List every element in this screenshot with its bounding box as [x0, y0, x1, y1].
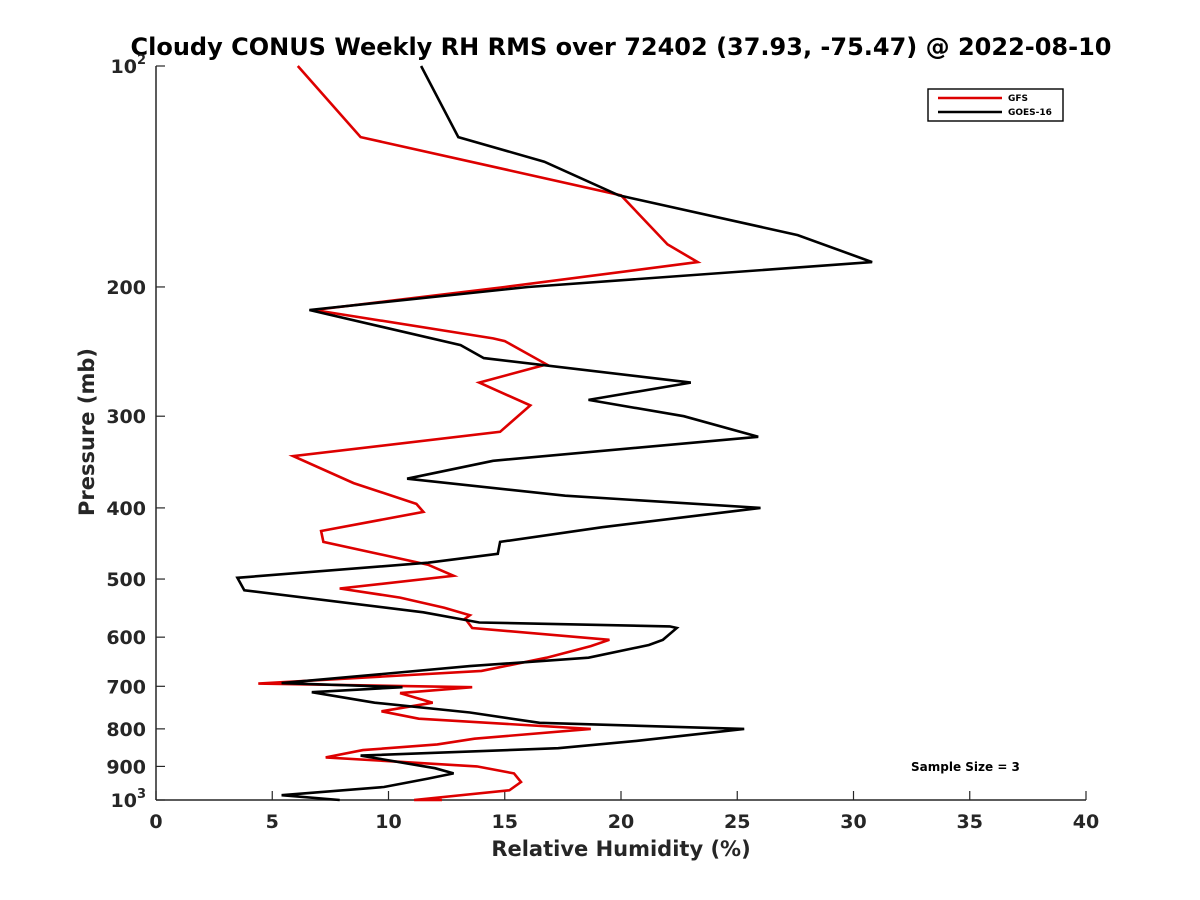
- y-tick-label: 900: [106, 756, 146, 778]
- y-tick-label: 800: [106, 719, 146, 741]
- series-line-goes-16: [235, 65, 873, 802]
- legend-box: [927, 88, 1064, 122]
- x-tick-label: 25: [724, 811, 750, 833]
- x-tick-label: 35: [957, 811, 983, 833]
- plot-area: 0 5 10 15 20 25 30 35 40 102 200 300 400 500 600 700 800…: [106, 53, 1099, 833]
- legend-entry-label: GFS: [1008, 94, 1028, 104]
- legend: GFS GOES-16: [927, 88, 1064, 122]
- x-axis-label: Relative Humidity (%): [491, 837, 750, 861]
- x-tick-label: 15: [492, 811, 518, 833]
- y-tick-label: 200: [106, 277, 146, 299]
- x-tick-label: 5: [266, 811, 279, 833]
- legend-entry-label: GOES-16: [1008, 108, 1052, 118]
- y-tick-label: 300: [106, 406, 146, 428]
- y-tick-label: 700: [106, 676, 146, 698]
- sample-size-annotation: Sample Size = 3: [911, 760, 1020, 774]
- y-axis-label: Pressure (mb): [75, 348, 99, 516]
- x-tick-label: 0: [149, 811, 162, 833]
- y-tick-label: 400: [106, 498, 146, 520]
- x-tick-label: 10: [375, 811, 401, 833]
- y-tick-label: 500: [106, 569, 146, 591]
- series-line-gfs: [258, 65, 702, 802]
- y-tick-label: 600: [106, 627, 146, 649]
- x-tick-label: 30: [840, 811, 866, 833]
- chart-title: Cloudy CONUS Weekly RH RMS over 72402 (3…: [131, 33, 1112, 61]
- y-tick-label: 102: [111, 53, 147, 78]
- y-tick-label: 103: [111, 787, 147, 812]
- x-tick-label: 40: [1073, 811, 1099, 833]
- x-tick-label: 20: [608, 811, 634, 833]
